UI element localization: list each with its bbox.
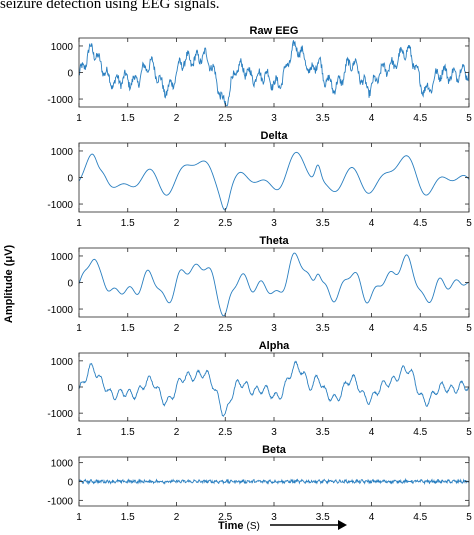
x-tick-label: 4 xyxy=(369,512,375,523)
signal-line xyxy=(78,40,470,107)
x-tick-label: 1 xyxy=(76,427,82,438)
y-tick-label: 1000 xyxy=(51,252,74,263)
subplot-title: Beta xyxy=(262,444,287,456)
y-tick-label: 1000 xyxy=(51,459,74,470)
x-tick-label: 2.5 xyxy=(218,323,232,334)
x-tick-label: 1.5 xyxy=(121,323,135,334)
y-tick-label: -1000 xyxy=(47,200,73,211)
y-tick-label: -1000 xyxy=(47,409,73,420)
subplot-title: Alpha xyxy=(259,340,290,352)
x-tick-label: 1 xyxy=(76,113,82,124)
x-tick-label: 4 xyxy=(369,323,375,334)
y-tick-label: 0 xyxy=(67,69,73,80)
y-tick-label: 0 xyxy=(67,279,73,290)
x-tick-label: 3.5 xyxy=(316,218,330,229)
axes-box xyxy=(78,247,470,318)
x-tick-label: 5 xyxy=(466,512,472,523)
x-tick-label: 4.5 xyxy=(413,323,427,334)
y-tick-label: 0 xyxy=(67,478,73,489)
y-axis-label: Amplitude (μV) xyxy=(3,245,15,324)
x-axis-label: Time (S) xyxy=(218,520,260,532)
subplot-title: Raw EEG xyxy=(250,25,299,37)
y-tick-label: -1000 xyxy=(47,305,73,316)
x-tick-label: 1.5 xyxy=(121,427,135,438)
x-tick-label: 2 xyxy=(174,113,180,124)
x-tick-label: 1.5 xyxy=(121,512,135,523)
x-tick-label: 3.5 xyxy=(316,323,330,334)
x-tick-label: 2 xyxy=(174,323,180,334)
x-tick-label: 3 xyxy=(271,323,277,334)
x-tick-label: 4.5 xyxy=(413,218,427,229)
x-tick-label: 5 xyxy=(466,218,472,229)
x-tick-label: 3 xyxy=(271,113,277,124)
x-tick-label: 1 xyxy=(76,323,82,334)
x-tick-label: 1 xyxy=(76,512,82,523)
x-tick-label: 4 xyxy=(369,113,375,124)
x-tick-label: 4.5 xyxy=(413,113,427,124)
x-tick-label: 3.5 xyxy=(316,113,330,124)
y-tick-label: 1000 xyxy=(51,357,74,368)
x-tick-label: 1.5 xyxy=(121,113,135,124)
y-tick-label: -1000 xyxy=(47,95,73,106)
x-tick-label: 4 xyxy=(369,218,375,229)
y-tick-label: 1000 xyxy=(51,42,74,53)
x-tick-label: 3 xyxy=(271,218,277,229)
x-tick-label: 5 xyxy=(466,323,472,334)
y-tick-label: 0 xyxy=(67,174,73,185)
x-axis-label-group: Time (S) xyxy=(218,520,347,532)
x-tick-label: 2.5 xyxy=(218,113,232,124)
x-tick-label: 2 xyxy=(174,512,180,523)
x-axis-arrow-head xyxy=(338,520,347,530)
x-tick-label: 2.5 xyxy=(218,427,232,438)
x-axis-label-time: Time xyxy=(218,520,243,532)
subplot-title: Theta xyxy=(259,235,289,247)
signal-line xyxy=(78,477,470,486)
signal-line xyxy=(78,360,470,417)
subplot-title: Delta xyxy=(261,130,289,142)
y-tick-label: 1000 xyxy=(51,147,74,158)
x-tick-label: 3.5 xyxy=(316,427,330,438)
x-tick-label: 1.5 xyxy=(121,218,135,229)
x-tick-label: 4 xyxy=(369,427,375,438)
x-tick-label: 1 xyxy=(76,218,82,229)
signal-line xyxy=(78,252,470,317)
x-tick-label: 2.5 xyxy=(218,512,232,523)
axes-box xyxy=(78,352,470,422)
y-tick-label: -1000 xyxy=(47,496,73,507)
axes-box xyxy=(78,142,470,213)
signal-line xyxy=(78,151,470,211)
x-tick-label: 2 xyxy=(174,218,180,229)
x-tick-label: 3.5 xyxy=(316,512,330,523)
x-tick-label: 4.5 xyxy=(413,427,427,438)
x-tick-label: 3 xyxy=(271,512,277,523)
x-tick-label: 4.5 xyxy=(413,512,427,523)
x-tick-label: 5 xyxy=(466,113,472,124)
y-tick-label: 0 xyxy=(67,383,73,394)
x-tick-label: 5 xyxy=(466,427,472,438)
x-tick-label: 3 xyxy=(271,427,277,438)
x-tick-label: 2.5 xyxy=(218,218,232,229)
figure-caption: seizure detection using EEG signals. xyxy=(0,0,220,12)
x-axis-label-unit: (S) xyxy=(247,521,260,532)
x-tick-label: 2 xyxy=(174,427,180,438)
